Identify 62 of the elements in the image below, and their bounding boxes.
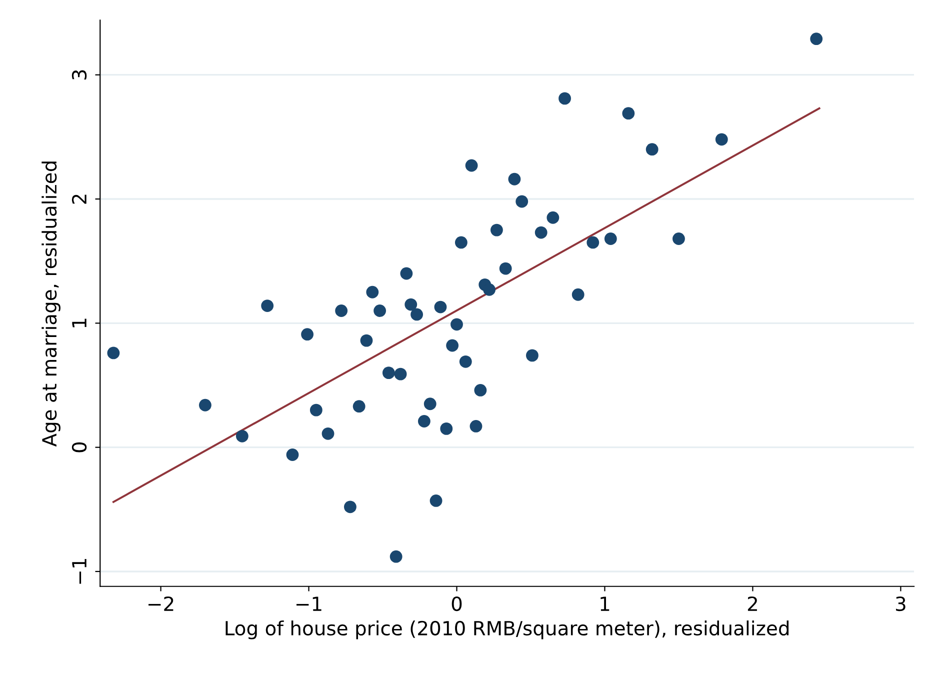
point [236,430,248,442]
y-tick-label: −1 [72,558,86,584]
point [465,159,478,172]
point [534,226,548,239]
point [107,346,120,360]
point [516,195,528,208]
point [410,308,424,321]
point [261,300,274,312]
point [715,133,728,146]
y-axis-title: Age at marriage, residualized [42,162,60,447]
y-tick-label: 1 [72,318,86,328]
x-axis-title: Log of house price (2010 RMB/square meter), residualized [226,620,789,640]
point [604,232,617,245]
point [360,334,373,347]
point [490,224,503,236]
point [450,318,463,331]
y-tick-label: 0 [72,442,87,452]
point [454,236,468,249]
point [344,500,356,514]
point [572,288,584,301]
point [366,286,379,298]
y-tick-label: 3 [72,70,87,80]
x-tick-label: −1 [296,596,322,611]
point [622,107,635,120]
point [301,328,314,341]
point [198,398,212,412]
point [418,415,430,428]
point [810,32,823,46]
point [526,349,538,362]
x-tick-label: −2 [148,596,174,611]
point [546,211,560,224]
point [335,304,348,317]
point [286,448,299,461]
x-tick-label: 1 [600,596,610,611]
point [558,92,571,105]
point [322,427,334,440]
point [394,368,407,380]
point [586,236,600,249]
point [483,283,496,296]
x-tick-label: 2 [748,596,757,611]
point [374,304,386,317]
point [440,422,453,435]
point [672,232,685,245]
point [508,172,521,186]
point [390,550,402,563]
point [352,400,366,413]
point [646,143,658,156]
point [459,355,472,368]
point [474,384,487,396]
point [382,366,395,380]
point [400,267,413,280]
point [499,262,512,275]
point [404,298,418,311]
point [310,404,322,416]
y-tick-label: 2 [72,194,86,204]
point [430,494,442,507]
point [434,300,447,314]
point [424,398,436,410]
point [470,420,482,432]
point [446,339,459,352]
x-tick-label: 3 [896,596,906,612]
x-tick-label: 0 [452,596,462,612]
